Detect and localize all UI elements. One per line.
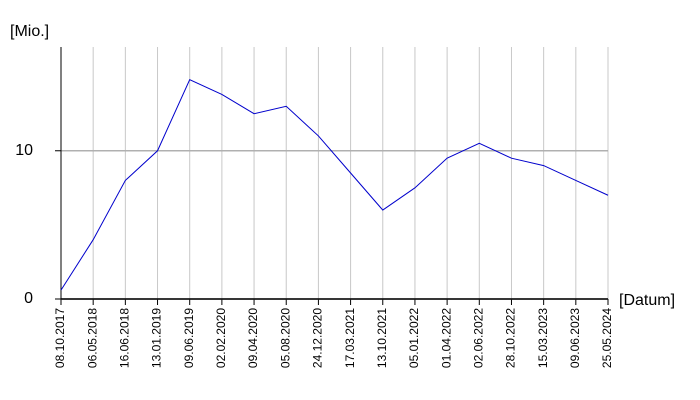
x-tick-label: 28.10.2022 — [504, 308, 518, 368]
x-tick-label: 05.08.2020 — [278, 308, 292, 368]
x-tick-label: 09.06.2019 — [182, 308, 196, 368]
x-tick-label: 06.05.2018 — [85, 308, 99, 368]
x-axis-label: [Datum] — [619, 292, 675, 309]
x-tick-label: 13.01.2019 — [150, 308, 164, 368]
x-tick-label: 08.10.2017 — [53, 308, 67, 368]
x-tick-label: 16.06.2018 — [118, 308, 132, 368]
x-tick-label: 05.01.2022 — [407, 308, 421, 368]
x-tick-label: 25.05.2024 — [600, 308, 614, 368]
x-tick-label: 02.06.2022 — [471, 308, 485, 368]
x-tick-label: 17.03.2021 — [343, 308, 357, 368]
y-tick-label: 0 — [24, 290, 33, 307]
x-tick-label: 09.06.2023 — [568, 308, 582, 368]
y-tick-label: 10 — [15, 142, 33, 159]
x-tick-label: 13.10.2021 — [375, 308, 389, 368]
x-tick-label: 01.04.2022 — [439, 308, 453, 368]
y-axis-label: [Mio.] — [10, 23, 49, 40]
x-tick-label: 02.02.2020 — [214, 308, 228, 368]
x-tick-label: 24.12.2020 — [311, 308, 325, 368]
x-tick-label: 15.03.2023 — [536, 308, 550, 368]
line-series — [60, 78, 609, 291]
x-tick-label: 09.04.2020 — [246, 308, 260, 368]
